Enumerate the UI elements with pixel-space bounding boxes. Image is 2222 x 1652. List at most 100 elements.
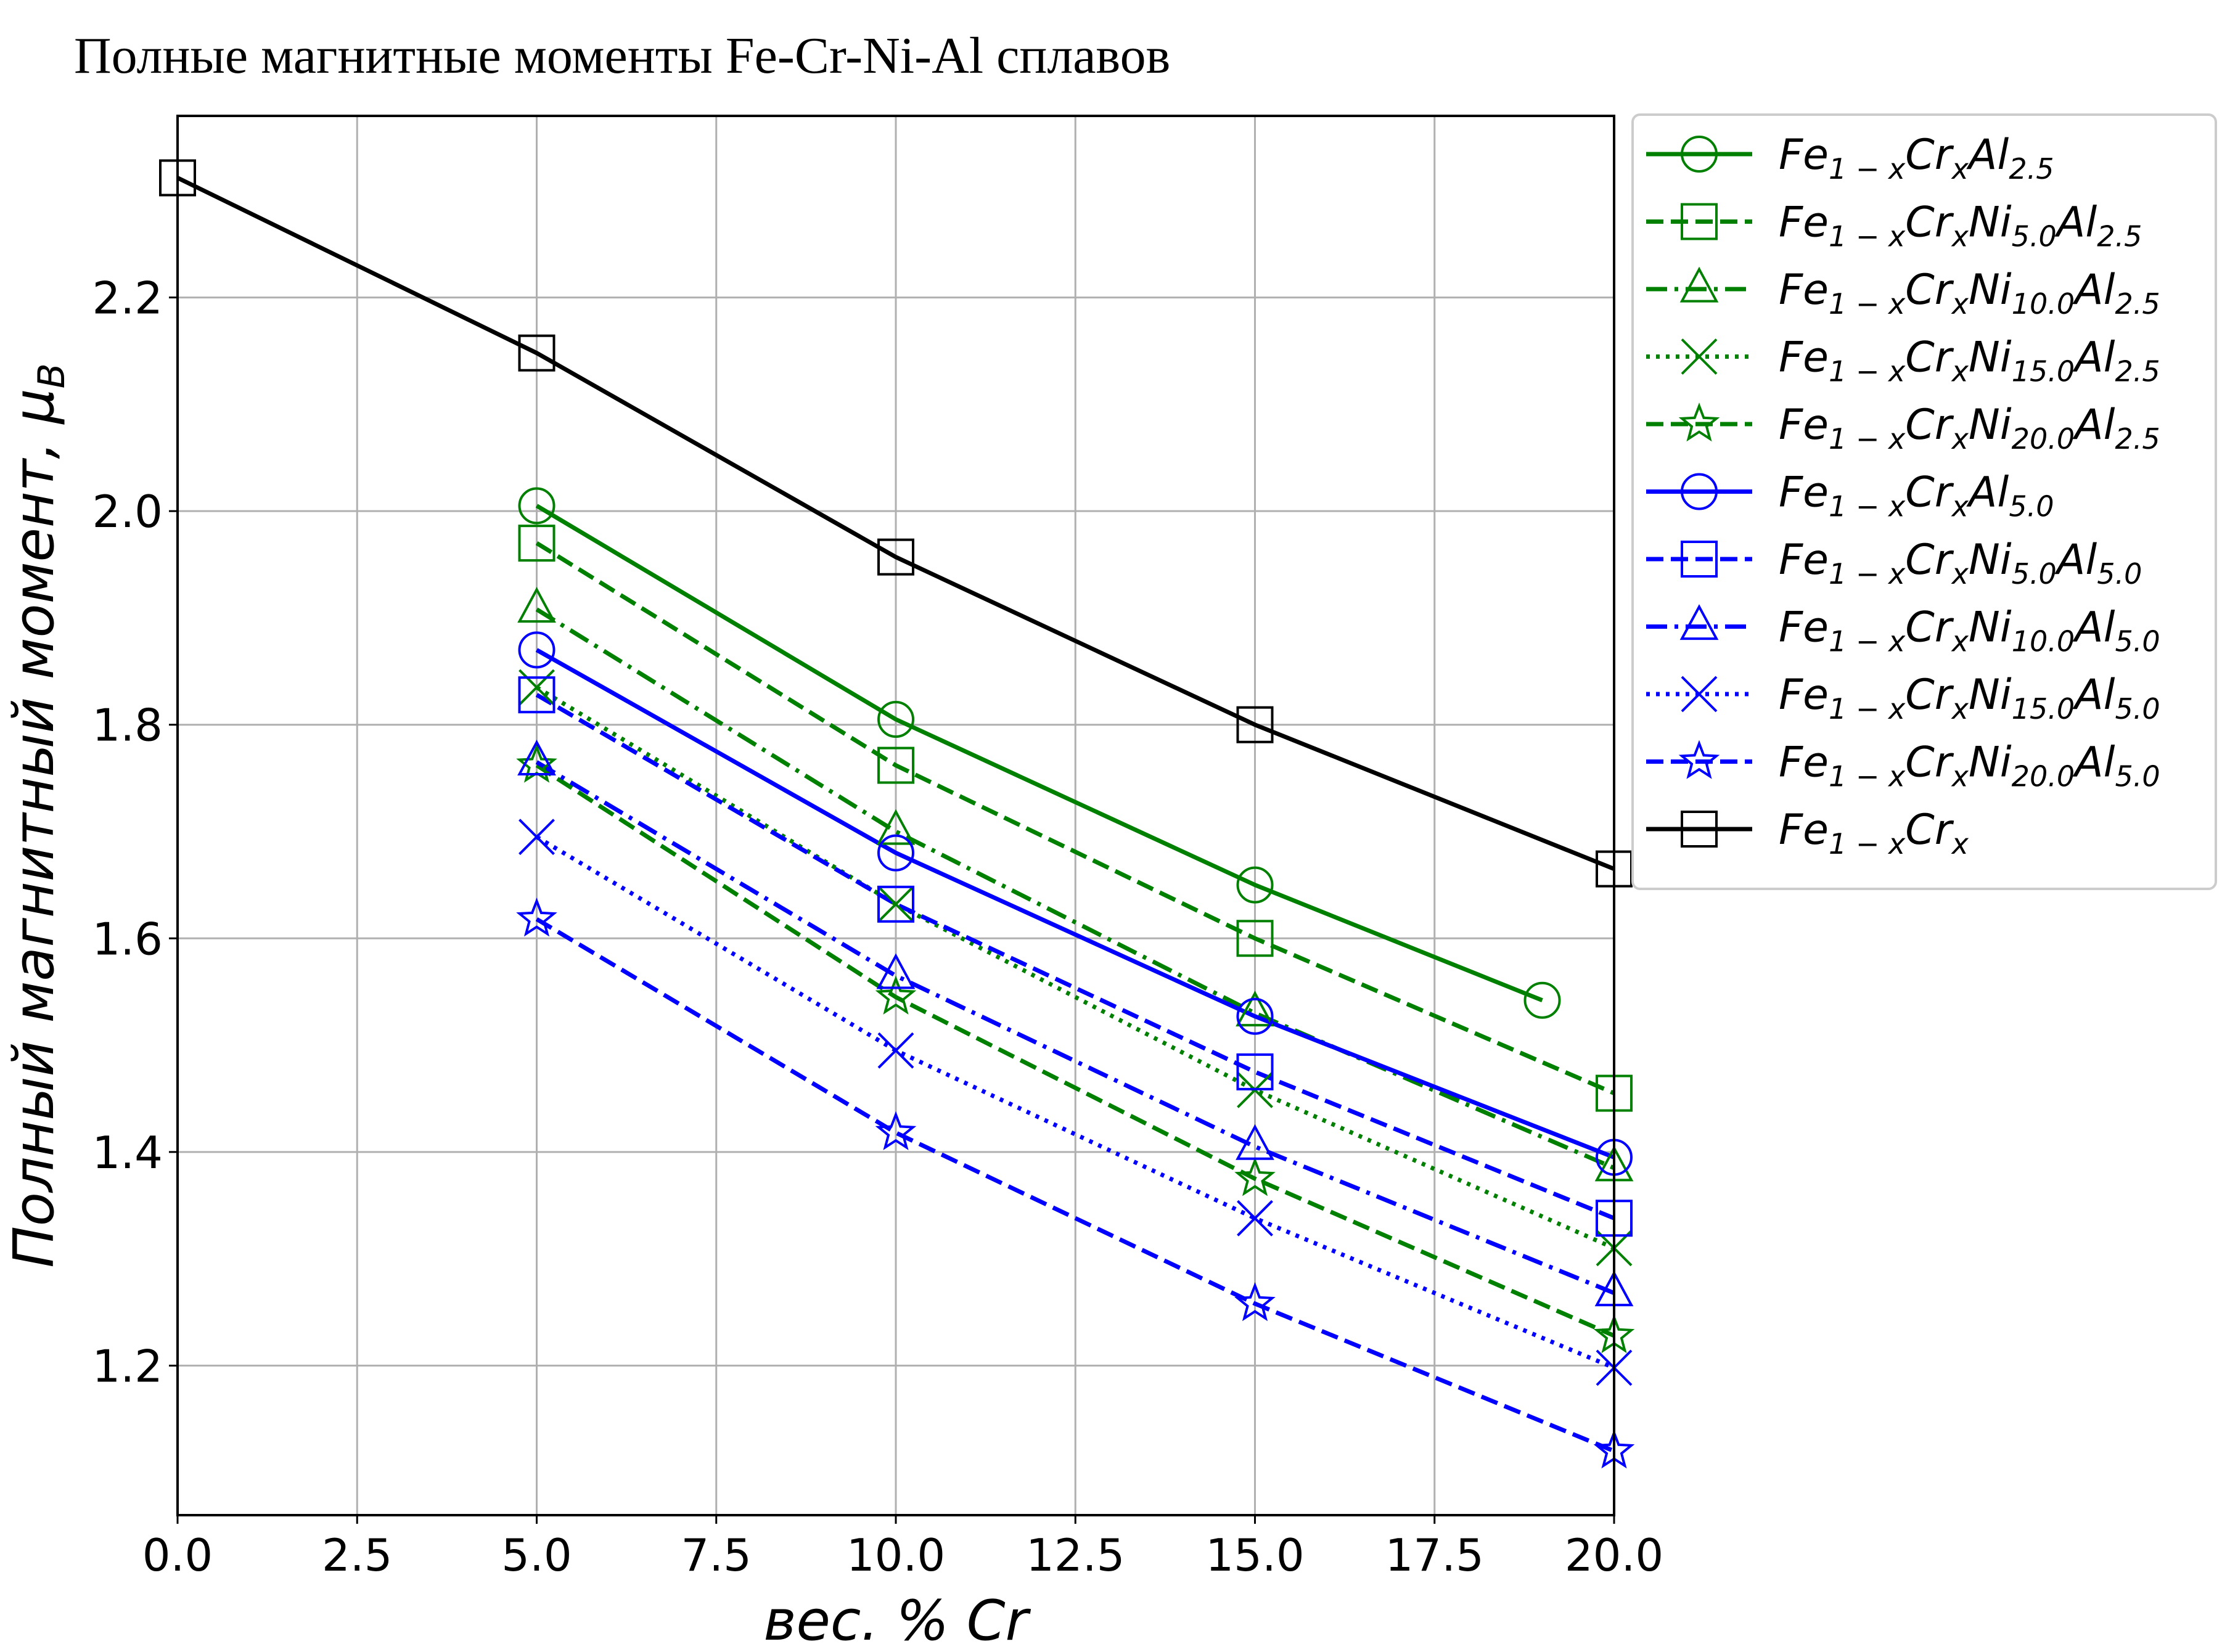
legend-label-subscript: 1 − x (1829, 220, 1906, 253)
legend-label-subscript: 1 − x (1829, 422, 1906, 456)
legend-marker (1681, 676, 1718, 713)
data-point-s1 (877, 701, 914, 738)
series-layer (178, 176, 1614, 1454)
legend-marker (1681, 338, 1718, 375)
legend-label-subscript: 1 − x (1829, 760, 1906, 793)
legend-label-element: Cr (1905, 536, 1954, 584)
data-point-s3 (1236, 991, 1274, 1027)
legend-marker (1681, 136, 1718, 173)
legend-label-element: Fe (1779, 671, 1829, 719)
data-point-s6 (518, 631, 556, 669)
legend-marker (1678, 403, 1720, 442)
data-point-s9 (877, 1032, 914, 1069)
legend-label-subscript: 1 − x (1829, 827, 1906, 861)
legend-entry-s10: Fe1 − xCrxNi20.0Al5.0 (1646, 738, 2160, 793)
data-point-s3 (876, 809, 916, 845)
legend-label-element: Cr (1905, 401, 1954, 449)
legend-label-element: Ni (1969, 266, 2012, 314)
marker-layer (159, 159, 1635, 1469)
data-point-s2 (877, 746, 914, 784)
data-point-s10 (1234, 1282, 1276, 1322)
legend-label: Fe1 − xCrxNi10.0Al2.5 (1779, 266, 2160, 321)
legend-label-element: Fe (1779, 603, 1829, 652)
data-point-s11 (877, 538, 914, 576)
legend-label-subscript: x (1951, 490, 1969, 523)
data-point-s8 (1236, 1124, 1274, 1160)
legend-label-subscript: 2.5 (2115, 422, 2160, 456)
legend-label-subscript: x (1951, 557, 1969, 591)
legend-label-element: Fe (1779, 536, 1829, 584)
data-point-s1 (518, 487, 556, 525)
series-line-s4 (535, 685, 1614, 1251)
legend-label-element: Cr (1905, 603, 1954, 652)
x-tick-label: 15.0 (1205, 1529, 1304, 1581)
legend-entry-s11: Fe1 − xCrx (1646, 806, 1969, 861)
legend-label-subscript: x (1951, 422, 1969, 456)
legend-label: Fe1 − xCrxNi15.0Al2.5 (1779, 333, 2160, 388)
data-point-s6 (1236, 997, 1274, 1035)
legend-label: Fe1 − xCrxAl2.5 (1779, 131, 2054, 186)
y-axis-label: Полный магнитный момент, μB (2, 363, 73, 1268)
legend-label-subscript: 1 − x (1829, 152, 1906, 186)
legend-label-element: Ni (1969, 536, 2012, 584)
legend-label-element: Al (2072, 266, 2115, 314)
legend-label-element: Cr (1905, 806, 1954, 854)
legend-entry-s6: Fe1 − xCrxAl5.0 (1646, 468, 2054, 523)
legend-entry-s9: Fe1 − xCrxNi15.0Al5.0 (1646, 671, 2160, 726)
legend-label-element: Al (2054, 198, 2097, 247)
y-tick-label: 2.0 (92, 486, 163, 538)
data-point-s4 (519, 669, 555, 706)
x-tick-label: 17.5 (1385, 1529, 1484, 1581)
legend-label-subscript: 10.0 (2012, 287, 2075, 321)
legend-marker (1681, 811, 1718, 848)
x-axis-label: вес. % Cr (763, 1589, 1031, 1652)
data-point-s8 (876, 953, 916, 989)
data-point-s10 (516, 898, 557, 937)
legend-marker (1678, 740, 1720, 779)
legend-label-element: Cr (1905, 198, 1954, 247)
x-tick-label: 7.5 (681, 1529, 752, 1581)
legend-label-subscript: 2.5 (2115, 355, 2160, 388)
legend-label-subscript: 15.0 (2012, 355, 2075, 388)
legend-label-element: Fe (1779, 198, 1829, 247)
x-tick-label: 12.5 (1026, 1529, 1125, 1581)
x-tick-label: 10.0 (847, 1529, 945, 1581)
data-point-s2 (518, 525, 556, 562)
x-tick-label: 5.0 (501, 1529, 572, 1581)
legend-label-subscript: 15.0 (2012, 692, 2075, 726)
series-line-s9 (535, 835, 1614, 1370)
legend-label-element: Cr (1905, 266, 1954, 314)
legend-label-element: Fe (1779, 266, 1829, 314)
x-tick-label: 2.5 (322, 1529, 393, 1581)
legend-label-subscript: 5.0 (2097, 557, 2142, 591)
legend-label-subscript: 5.0 (2012, 220, 2057, 253)
data-point-s2 (1236, 920, 1274, 957)
legend-label-element: Al (2072, 401, 2115, 449)
legend-label-subscript: x (1951, 287, 1969, 321)
legend-label-subscript: 1 − x (1829, 355, 1906, 388)
legend-label-subscript: 1 − x (1829, 625, 1906, 658)
legend-label: Fe1 − xCrxNi20.0Al2.5 (1779, 401, 2160, 456)
legend-label-element: Cr (1905, 333, 1954, 382)
legend-frame (1631, 113, 2217, 890)
legend-label-subscript: x (1951, 625, 1969, 658)
legend-label: Fe1 − xCrxNi5.0Al2.5 (1779, 198, 2142, 253)
legend-label-element: Al (1966, 468, 2009, 517)
y-axis-label-sub: B (30, 363, 73, 388)
legend-label-element: Cr (1905, 468, 1954, 517)
data-point-s1 (1523, 981, 1561, 1019)
legend-label-subscript: x (1951, 355, 1969, 388)
legend-label-element: Cr (1905, 131, 1954, 179)
series-line-s2 (535, 541, 1614, 1095)
series-line-s5 (535, 763, 1614, 1338)
legend-entry-s5: Fe1 − xCrxNi20.0Al2.5 (1646, 401, 2160, 456)
legend-label-subscript: 20.0 (2012, 760, 2075, 793)
legend-label-subscript: 5.0 (2009, 490, 2054, 523)
legend-label: Fe1 − xCrxNi5.0Al5.0 (1779, 536, 2142, 591)
y-axis-label-main: Полный магнитный момент, μ (2, 388, 67, 1267)
ticks: 0.0 2.5 5.0 7.5 10.0 12.5 15.0 17.5 20.0 1.2 1.4 1.… (92, 272, 1663, 1581)
legend-entry-s8: Fe1 − xCrxNi10.0Al5.0 (1646, 603, 2160, 658)
legend-label: Fe1 − xCrxNi15.0Al5.0 (1779, 671, 2160, 726)
